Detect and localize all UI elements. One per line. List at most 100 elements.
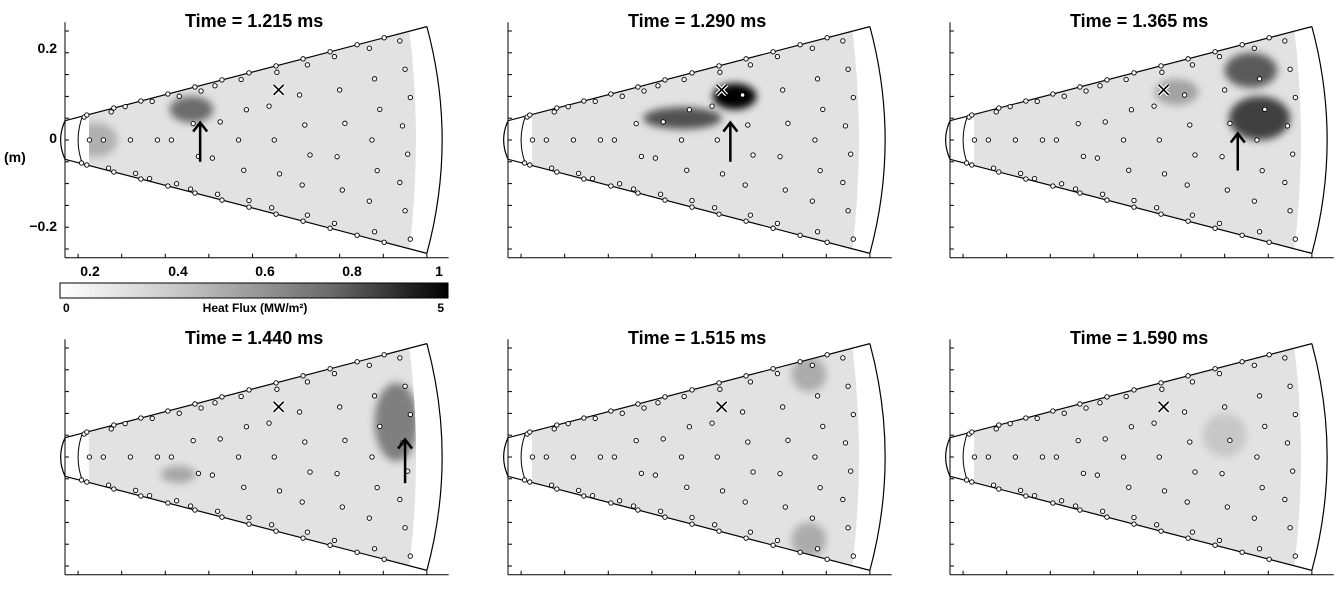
probe-marker xyxy=(657,508,664,514)
probe-marker xyxy=(1284,440,1291,446)
probe-marker xyxy=(402,66,408,72)
probe-marker xyxy=(780,87,786,93)
panel-title: Time = 1.365 ms xyxy=(1070,11,1208,31)
probe-marker xyxy=(780,404,786,410)
probe-marker xyxy=(187,186,194,192)
probe-marker xyxy=(369,454,375,460)
probe-marker xyxy=(246,521,252,527)
probe-marker xyxy=(296,409,303,415)
probe-marker xyxy=(717,386,723,392)
probe-marker xyxy=(963,477,970,483)
probe-marker xyxy=(149,415,155,422)
probe-marker xyxy=(1102,119,1108,125)
wedge-field xyxy=(973,348,1301,566)
probe-marker xyxy=(824,556,830,562)
probe-marker xyxy=(608,500,614,506)
probe-marker xyxy=(266,420,272,426)
probe-marker xyxy=(747,62,754,68)
hotspot-layer xyxy=(1202,413,1247,458)
probe-marker xyxy=(235,137,242,143)
probe-marker xyxy=(619,93,625,99)
probe-marker xyxy=(990,165,997,171)
probe-marker xyxy=(192,84,198,90)
probe-marker xyxy=(334,471,340,477)
panel-title: Time = 1.590 ms xyxy=(1070,328,1208,348)
probe-marker xyxy=(1287,525,1293,531)
probe-marker xyxy=(686,107,693,113)
heatmap-panel-3: Time = 1.365 ms xyxy=(945,11,1334,259)
probe-marker xyxy=(716,528,722,534)
probe-marker xyxy=(581,176,587,182)
probe-marker xyxy=(173,498,180,504)
probe-marker xyxy=(554,105,560,111)
probe-marker xyxy=(1077,84,1083,90)
probe-marker xyxy=(138,493,144,499)
probe-marker xyxy=(554,422,560,428)
probe-marker xyxy=(273,528,279,534)
probe-marker xyxy=(1123,393,1129,400)
probe-marker xyxy=(397,355,403,361)
probe-marker xyxy=(1262,106,1268,113)
probe-marker xyxy=(381,556,387,562)
probe-marker xyxy=(241,167,247,173)
probe-marker xyxy=(1282,496,1288,503)
probe-marker xyxy=(1266,239,1272,245)
probe-marker xyxy=(716,63,722,69)
probe-marker xyxy=(581,98,587,104)
probe-marker xyxy=(307,152,313,158)
probe-marker xyxy=(300,373,306,379)
probe-marker xyxy=(407,553,413,559)
probe-marker xyxy=(192,190,198,196)
probe-marker xyxy=(1104,514,1110,520)
probe-marker xyxy=(633,121,639,127)
probe-marker xyxy=(84,479,90,485)
probe-marker xyxy=(963,160,970,166)
probe-marker xyxy=(716,211,722,217)
probe-marker xyxy=(342,120,348,126)
probe-marker xyxy=(1083,405,1089,411)
probe-marker xyxy=(276,171,283,177)
probe-marker xyxy=(684,484,690,490)
probe-marker xyxy=(527,429,533,435)
probe-marker xyxy=(154,137,161,143)
probe-marker xyxy=(782,187,788,193)
probe-marker xyxy=(743,56,749,62)
probe-marker xyxy=(1184,182,1190,188)
probe-marker xyxy=(1222,87,1228,93)
probe-marker xyxy=(616,181,623,187)
inner-arc xyxy=(520,116,526,164)
probe-marker xyxy=(337,404,343,410)
probe-marker xyxy=(219,394,225,400)
probe-marker xyxy=(641,405,647,411)
probe-marker xyxy=(100,454,107,460)
probe-marker xyxy=(366,515,372,521)
probe-marker xyxy=(1212,225,1218,231)
probe-marker xyxy=(337,87,343,93)
probe-marker xyxy=(747,212,754,218)
probe-marker xyxy=(689,204,695,210)
probe-marker xyxy=(366,362,372,368)
probe-marker xyxy=(1287,383,1293,389)
probe-marker xyxy=(1053,454,1060,460)
probe-marker xyxy=(743,373,749,379)
probe-marker xyxy=(850,236,856,242)
probe-marker xyxy=(608,183,614,189)
probe-marker xyxy=(1075,438,1081,444)
probe-marker xyxy=(814,76,821,82)
probe-marker xyxy=(1050,183,1056,189)
probe-marker xyxy=(527,112,533,118)
probe-marker xyxy=(1259,167,1265,174)
probe-marker xyxy=(342,437,348,443)
probe-marker xyxy=(554,486,560,492)
y-unit-label: (m) xyxy=(4,149,26,165)
probe-marker xyxy=(1007,420,1013,427)
probe-marker xyxy=(1156,454,1162,460)
probe-marker xyxy=(271,137,277,143)
probe-marker xyxy=(327,225,333,231)
probe-marker xyxy=(273,63,279,69)
probe-marker xyxy=(689,197,695,204)
probe-marker xyxy=(797,359,803,365)
probe-marker xyxy=(407,411,413,418)
probe-marker xyxy=(1031,492,1038,499)
probe-marker xyxy=(543,137,550,143)
